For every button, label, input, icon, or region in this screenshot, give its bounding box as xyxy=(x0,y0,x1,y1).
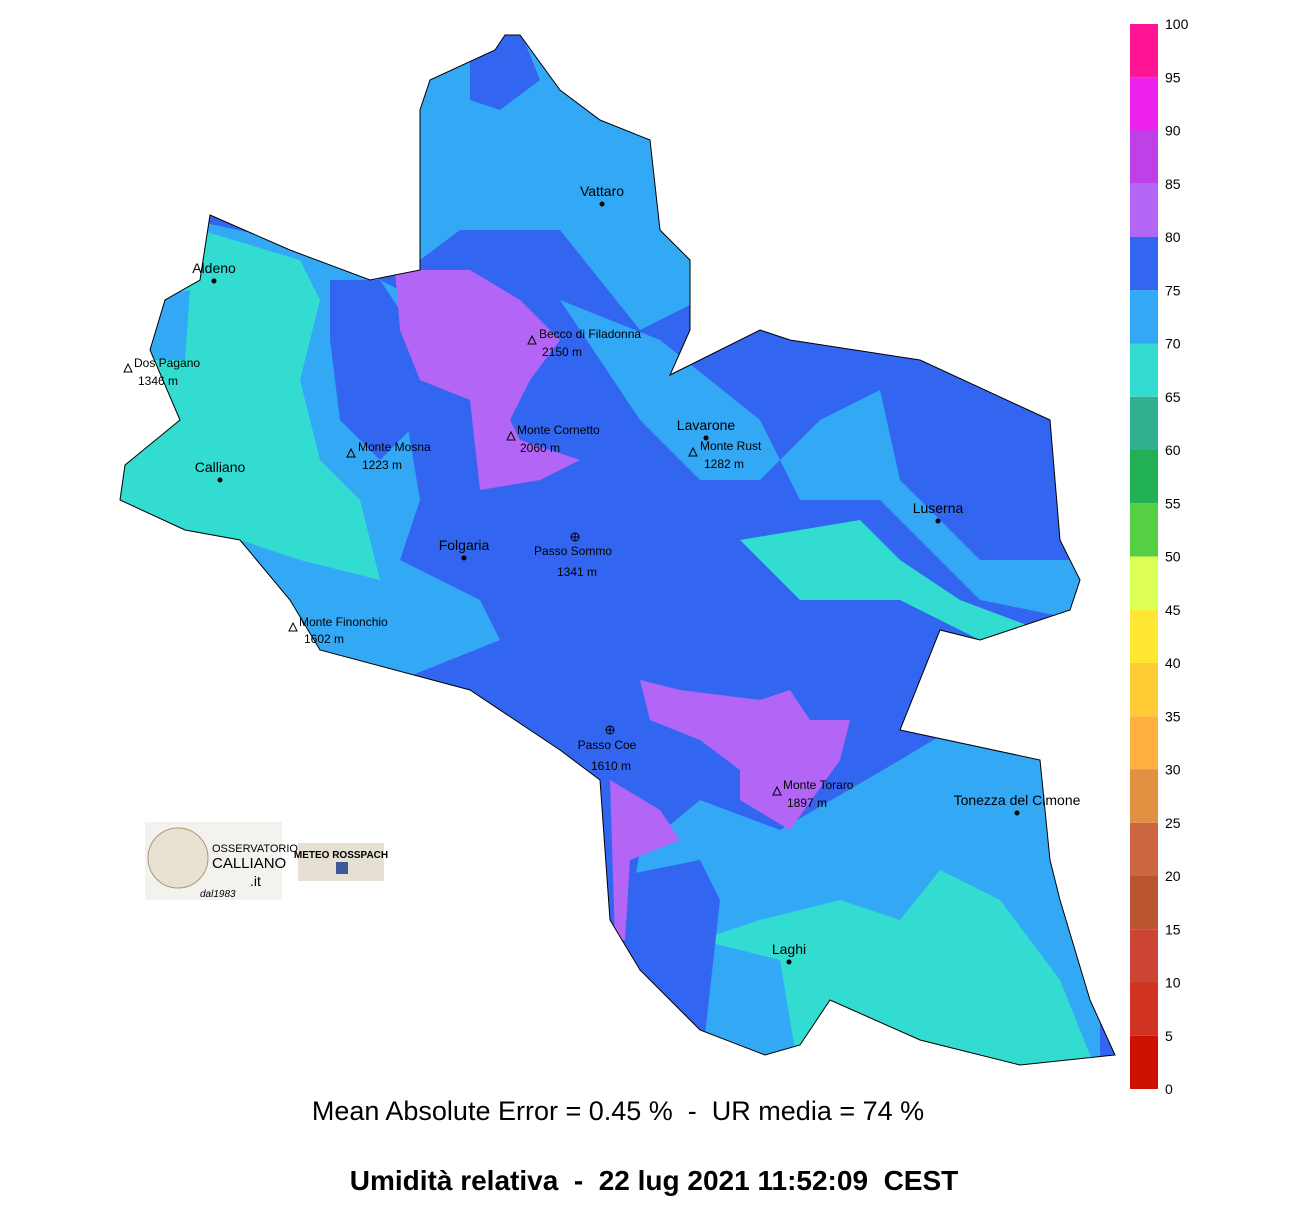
peak-marker xyxy=(506,430,516,441)
elevation-label: 1602 m xyxy=(304,632,344,646)
town-marker xyxy=(461,555,467,561)
colorbar-tick-label: 40 xyxy=(1165,655,1181,671)
colorbar-segment xyxy=(1130,1035,1158,1089)
colorbar-segment xyxy=(1130,237,1158,291)
colorbar-segment xyxy=(1130,716,1158,770)
peak-marker xyxy=(288,621,298,632)
colorbar-segment xyxy=(1130,982,1158,1036)
place-label: Monte Mosna xyxy=(358,440,431,454)
logo-text: OSSERVATORIO xyxy=(212,843,298,855)
place-label: Passo Sommo xyxy=(534,544,612,558)
colorbar-segment xyxy=(1130,77,1158,131)
colorbar-segment xyxy=(1130,130,1158,184)
peak-marker xyxy=(772,785,782,796)
elevation-label: 1897 m xyxy=(787,796,827,810)
logo-observatory: OSSERVATORIO CALLIANO .it dal1983 xyxy=(145,822,298,900)
colorbar-segment xyxy=(1130,396,1158,450)
elevation-label: 1610 m xyxy=(591,759,631,773)
colorbar-tick-label: 100 xyxy=(1165,16,1189,32)
town-marker xyxy=(1014,810,1020,816)
colorbar-segment xyxy=(1130,24,1158,78)
colorbar: 0 5 10 15 20 25 30 35 40 45 50 55 60 65 70 75 80 85 90 95 10… xyxy=(1130,16,1189,1097)
map-border xyxy=(119,34,1116,1066)
colorbar-tick-label: 50 xyxy=(1165,549,1181,565)
place-label: Dos Pagano xyxy=(134,356,200,370)
peak-marker xyxy=(123,362,133,373)
place-label: Aldeno xyxy=(192,260,236,276)
place-label: Calliano xyxy=(195,459,246,475)
stats-text: Mean Absolute Error = 0.45 % - UR media … xyxy=(312,1096,924,1126)
colorbar-tick-label: 60 xyxy=(1165,442,1181,458)
colorbar-segment xyxy=(1130,290,1158,344)
logo-text: METEO ROSSPACH xyxy=(294,850,388,861)
colorbar-segment xyxy=(1130,343,1158,397)
place-label: Lavarone xyxy=(677,417,736,433)
place-label: Vattaro xyxy=(580,183,624,199)
town-marker xyxy=(217,477,223,483)
colorbar-tick-label: 85 xyxy=(1165,176,1181,192)
place-label: Laghi xyxy=(772,941,806,957)
colorbar-segment xyxy=(1130,556,1158,610)
map-title: Umidità relativa - 22 lug 2021 11:52:09 … xyxy=(350,1165,959,1196)
elevation-label: 1346 m xyxy=(138,374,178,388)
colorbar-tick-label: 90 xyxy=(1165,123,1181,139)
colorbar-tick-label: 30 xyxy=(1165,762,1181,778)
colorbar-tick-label: 65 xyxy=(1165,389,1181,405)
colorbar-tick-label: 10 xyxy=(1165,975,1181,991)
pass-marker-cross xyxy=(571,533,579,541)
logo-meteo: METEO ROSSPACH xyxy=(294,843,388,881)
colorbar-tick-label: 35 xyxy=(1165,708,1181,724)
colorbar-tick-label: 25 xyxy=(1165,815,1181,831)
place-label: Becco di Filadonna xyxy=(539,327,641,341)
colorbar-segment xyxy=(1130,663,1158,717)
colorbar-tick-label: 5 xyxy=(1165,1028,1173,1044)
colorbar-segment xyxy=(1130,450,1158,504)
place-label: Luserna xyxy=(913,500,964,516)
colorbar-segment xyxy=(1130,876,1158,930)
town-marker xyxy=(786,959,792,965)
peak-marker xyxy=(527,334,537,345)
colorbar-tick-label: 70 xyxy=(1165,336,1181,352)
colorbar-tick-label: 55 xyxy=(1165,495,1181,511)
peak-marker xyxy=(688,446,698,457)
places: Vattaro Aldeno Dos Pagano 1346 m Becco d… xyxy=(123,183,1081,965)
colorbar-tick-label: 15 xyxy=(1165,921,1181,937)
logo-text: dal1983 xyxy=(200,889,236,900)
colorbar-segment xyxy=(1130,503,1158,557)
town-marker xyxy=(703,435,709,441)
place-label: Folgaria xyxy=(439,537,490,553)
colorbar-segment xyxy=(1130,183,1158,237)
colorbar-tick-label: 0 xyxy=(1165,1081,1173,1097)
place-label: Monte Toraro xyxy=(783,778,854,792)
logo-text: .it xyxy=(250,873,261,889)
colorbar-segment xyxy=(1130,822,1158,876)
place-label: Monte Cornetto xyxy=(517,423,600,437)
place-label: Tonezza del Cimone xyxy=(954,792,1081,808)
colorbar-tick-label: 45 xyxy=(1165,602,1181,618)
colorbar-segment xyxy=(1130,769,1158,823)
town-marker xyxy=(935,518,941,524)
colorbar-tick-label: 20 xyxy=(1165,868,1181,884)
elevation-label: 2150 m xyxy=(542,345,582,359)
place-label: Monte Rust xyxy=(700,439,762,453)
colorbar-tick-label: 80 xyxy=(1165,229,1181,245)
pass-marker-cross xyxy=(606,726,614,734)
elevation-label: 1223 m xyxy=(362,458,402,472)
elevation-label: 1282 m xyxy=(704,457,744,471)
place-label: Passo Coe xyxy=(578,738,637,752)
facebook-icon xyxy=(336,862,348,874)
place-label: Monte Finonchio xyxy=(299,615,388,629)
logo-text: CALLIANO xyxy=(212,855,286,872)
colorbar-segment xyxy=(1130,929,1158,983)
logo-emblem xyxy=(147,827,209,889)
colorbar-tick-label: 75 xyxy=(1165,282,1181,298)
town-marker xyxy=(599,201,605,207)
colorbar-tick-label: 95 xyxy=(1165,69,1181,85)
elevation-label: 1341 m xyxy=(557,565,597,579)
peak-marker xyxy=(346,447,356,458)
elevation-label: 2060 m xyxy=(520,441,560,455)
town-marker xyxy=(211,278,217,284)
colorbar-segment xyxy=(1130,609,1158,663)
